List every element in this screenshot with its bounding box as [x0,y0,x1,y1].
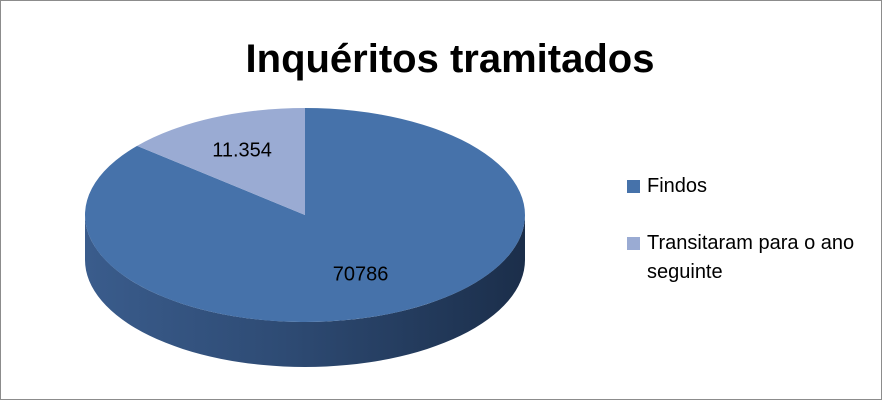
data-label: 11.354 [212,139,272,161]
legend-item: Transitaram para o ano seguinte [627,229,857,287]
legend-label: Findos [647,175,708,197]
legend-label: Transitaram para o ano seguinte [647,232,855,283]
pie: 70786 11.354 [84,108,525,367]
pie-slice [137,108,305,215]
legend-swatch [627,180,640,193]
pie-slice [84,108,525,322]
legend-swatch [627,237,640,250]
legend-item: Findos [627,172,857,201]
data-label: 70786 [333,264,389,286]
pie-side [85,215,525,367]
chart-title: Inquéritos tramitados [246,37,655,81]
legend: Findos Transitaram para o ano seguinte [627,172,857,315]
